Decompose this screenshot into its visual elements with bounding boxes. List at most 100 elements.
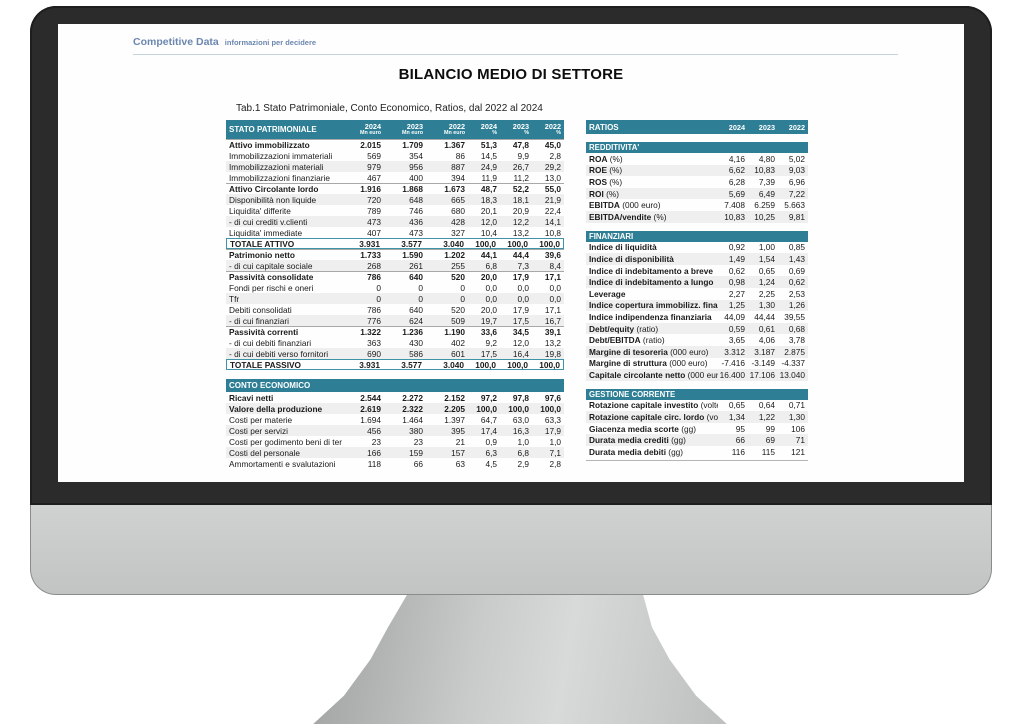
cell-value: 100,0: [539, 238, 560, 249]
cell-value: 0,62: [788, 277, 805, 288]
cell-value: 9,03: [788, 165, 805, 176]
row-label: Capitale circolante netto (000 euro): [586, 370, 718, 380]
cell-value: 3.577: [401, 238, 422, 249]
table-row: Passività consolidate 786 640 520 20,0 17,9 17…: [226, 271, 564, 282]
cell-value: 6,62: [728, 165, 745, 176]
cell-value: 400: [409, 172, 423, 183]
cell-value: 100,0: [507, 359, 528, 370]
row-label: Immobilizzazioni immateriali: [229, 150, 333, 161]
row-label: Debt/equity (ratio): [589, 323, 659, 334]
row-label: Indice indipendenza finanziaria: [589, 311, 712, 322]
cell-value: 1,30: [758, 300, 775, 311]
column-header: 2024%: [480, 121, 497, 136]
table-row: Costi del personale 166 159 157 6,3 6,8 7,1: [226, 447, 564, 458]
table-row: TOTALE PASSIVO 3.931 3.577 3.040 100,0 100,0 1…: [226, 359, 564, 370]
table-row: Liquidita' immediate 407 473 327 10,4 13,2 10,…: [226, 227, 564, 238]
cell-value: 394: [451, 172, 465, 183]
cell-value: 13.040: [779, 369, 805, 380]
cell-value: 1.202: [444, 250, 465, 260]
cell-value: 166: [367, 447, 381, 458]
cell-value: 95: [735, 423, 745, 434]
cell-value: 1.733: [360, 250, 381, 260]
cell-value: 7,1: [549, 447, 561, 458]
cell-value: 665: [451, 194, 465, 205]
table-row: Margine di struttura (000 euro) -7.416 -3.…: [586, 358, 808, 370]
table-row: Immobilizzazioni immateriali 569 354 86 14,5…: [226, 150, 564, 161]
row-label: Liquidita' immediate: [229, 227, 303, 238]
row-label: Immobilizzazioni finanziarie: [229, 172, 330, 183]
table-row: ROA (%) 4,16 4,80 5,02: [586, 153, 808, 165]
ratio-section-header: REDDITIVITA': [586, 142, 808, 153]
cell-value: 979: [367, 161, 381, 172]
cell-value: 0,64: [758, 400, 775, 411]
cell-value: 2.015: [360, 140, 381, 150]
row-label-suffix: (volte): [700, 400, 718, 411]
cell-value: 6.259: [754, 200, 775, 211]
cell-value: 1,49: [728, 253, 745, 264]
header-divider: [133, 54, 898, 55]
table-row: Margine di tesoreria (000 euro) 3.312 3.18…: [586, 345, 808, 358]
cell-value: 86: [455, 150, 465, 161]
cell-value: 16,4: [512, 348, 529, 359]
table-row: Ammortamenti e svalutazioni 118 66 63 4,5 2,9…: [226, 458, 564, 469]
cell-value: 63,3: [544, 414, 561, 425]
table-row: Durata media debiti (gg) 116 115 121: [586, 446, 808, 458]
cell-value: 17,5: [512, 315, 529, 326]
row-label: Indice di disponibilità: [589, 253, 674, 264]
table-row: Attivo immobilizzato 2.015 1.709 1.367 51,3 4…: [226, 139, 564, 150]
cell-value: 44,44: [754, 311, 775, 322]
table-row: Indice di indebitamento a lungo 0,98 1,24 0…: [586, 276, 808, 288]
row-label-suffix: (%): [606, 176, 623, 187]
row-label: Durata media debiti (gg): [589, 446, 684, 457]
cell-value: 6,49: [758, 188, 775, 199]
cell-value: 5,69: [728, 188, 745, 199]
cell-value: 48,7: [480, 184, 497, 194]
row-label: TOTALE PASSIVO: [230, 359, 301, 370]
cell-value: -3.149: [751, 358, 775, 369]
cell-value: 746: [409, 205, 423, 216]
cell-value: 10,8: [544, 227, 561, 238]
cell-value: 21,9: [544, 194, 561, 205]
cell-value: 157: [451, 447, 465, 458]
cell-value: 0,59: [728, 323, 745, 334]
cell-value: 776: [367, 315, 381, 326]
row-label: Patrimonio netto: [229, 250, 295, 260]
cell-value: 118: [367, 458, 381, 469]
cell-value: 3,65: [728, 335, 745, 346]
cell-value: 1.397: [444, 414, 465, 425]
table-row: Liquidita' differite 789 746 680 20,1 20,9 22,…: [226, 205, 564, 216]
row-label: Indice di indebitamento a lungo: [589, 277, 714, 288]
cell-value: 121: [791, 446, 805, 457]
row-label: Costi del personale: [229, 447, 301, 458]
table-row: Indice di liquidità 0,92 1,00 0,85: [586, 242, 808, 254]
row-label: Costi per godimento beni di terzi: [229, 436, 342, 447]
table-row: Tfr 0 0 0 0,0 0,0 0,0: [226, 293, 564, 304]
cell-value: 2,8: [549, 150, 561, 161]
cell-value: 9,2: [485, 337, 497, 348]
cell-value: 100,0: [507, 238, 528, 249]
cell-value: 7,22: [788, 188, 805, 199]
ratios-table: RATIOS 2024 2023 2022 REDDITIVITA' ROA (%) 4,1…: [586, 120, 808, 461]
cell-value: 0: [460, 293, 465, 304]
cell-value: 648: [409, 194, 423, 205]
monitor-bezel: Competitive Data informazioni per decider…: [30, 6, 992, 505]
cell-value: 34,5: [512, 327, 529, 337]
cell-value: 100,0: [475, 359, 496, 370]
cell-value: 1,25: [728, 300, 745, 311]
cell-value: 9,81: [788, 211, 805, 222]
cell-value: 16.400: [719, 369, 745, 380]
cell-value: 16,7: [544, 315, 561, 326]
row-label: ROA (%): [589, 153, 623, 164]
cell-value: 22,4: [544, 205, 561, 216]
conto-economico-header: CONTO ECONOMICO: [226, 379, 564, 392]
table-row: EBITDA/vendite (%) 10,83 10,25 9,81: [586, 210, 808, 223]
table-row: Indice indipendenza finanziaria 44,09 44,4…: [586, 311, 808, 323]
cell-value: 473: [409, 227, 423, 238]
cell-value: 0: [460, 282, 465, 293]
ratios-header: RATIOS 2024 2023 2022: [586, 120, 808, 134]
column-header: 2023%: [512, 121, 529, 136]
row-label: Margine di tesoreria (000 euro): [589, 346, 709, 357]
column-header: 2022%: [544, 121, 561, 136]
cell-value: 0,9: [485, 436, 497, 447]
cell-value: 16,3: [512, 425, 529, 436]
